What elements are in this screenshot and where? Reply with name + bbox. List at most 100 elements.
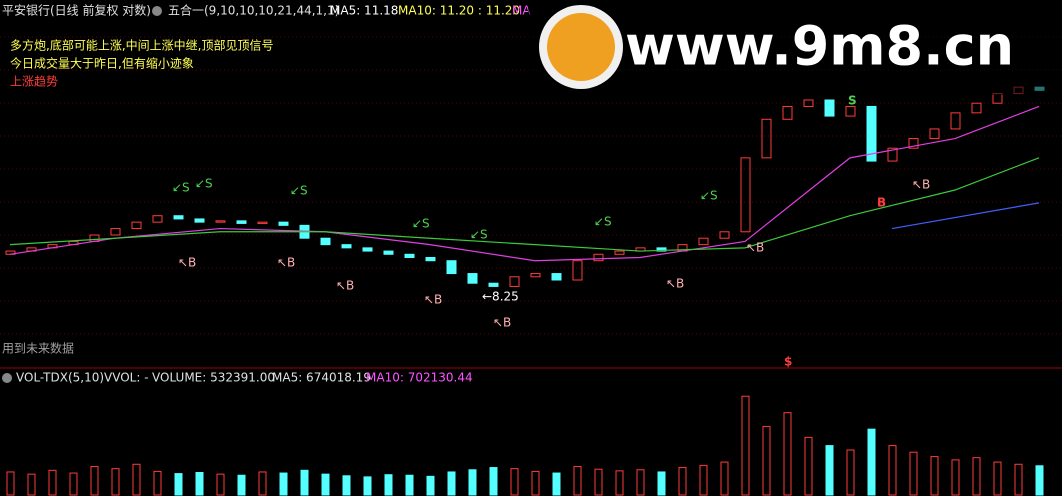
volume-bar <box>132 463 141 496</box>
signal-label: ↙S <box>195 177 213 191</box>
candle <box>719 231 730 239</box>
candle <box>173 215 184 220</box>
marks: ↙S ↙S ↙S ↙S ↙S ↙S ↙S S ↖B ↖B ↖B ↖B ↖B ↖B ↖B ↖B B ←8.25 <box>0 36 1062 496</box>
volume-bar <box>594 468 603 496</box>
signal-label: S <box>848 94 857 108</box>
candle <box>257 221 268 224</box>
candle <box>341 244 352 249</box>
ma10-label: MA10: 11.20 : 11.20 <box>398 4 520 18</box>
volume-bar <box>258 471 267 496</box>
signal-label: ↖B <box>912 178 930 192</box>
candle <box>446 260 457 275</box>
volume-bar <box>489 467 498 496</box>
volume-bar <box>720 461 729 496</box>
volume-bar <box>510 468 519 496</box>
volume-bar <box>951 459 960 496</box>
volume-bar <box>531 470 540 496</box>
volume-bar <box>321 473 330 496</box>
candle <box>320 237 331 246</box>
signal-label: ↖B <box>336 279 354 293</box>
candle <box>152 215 163 223</box>
volume-bar <box>405 474 414 496</box>
volume-bar <box>993 461 1002 496</box>
dollar-marker: $ <box>784 355 792 369</box>
candle <box>362 247 373 252</box>
signal-label: ↙S <box>290 184 308 198</box>
candle <box>950 112 961 130</box>
volume-bar <box>699 464 708 496</box>
candle <box>215 220 226 223</box>
signal-label: ↙S <box>412 217 430 231</box>
candle <box>467 273 478 284</box>
volume-bar <box>69 472 78 496</box>
candle <box>551 273 562 281</box>
volume-bar <box>972 457 981 496</box>
candle <box>866 105 877 162</box>
candle <box>572 260 583 281</box>
candle <box>530 273 541 278</box>
signal-label: ↖B <box>277 256 295 270</box>
volume-bar <box>804 436 813 496</box>
volume-bar <box>552 472 561 496</box>
candle <box>236 220 247 224</box>
volume-bar <box>846 449 855 496</box>
candle <box>383 250 394 255</box>
volume-bar <box>867 428 876 496</box>
volume-bar <box>825 445 834 496</box>
note: 今日成交量大于昨日,但有缩小迹象 <box>10 56 194 71</box>
volume-bar <box>426 475 435 496</box>
volume-bar <box>174 473 183 496</box>
low-price-label: ←8.25 <box>482 290 519 304</box>
volume-bar <box>636 469 645 496</box>
ma-line <box>891 202 1040 230</box>
candle <box>782 105 793 120</box>
volume-bar <box>615 470 624 496</box>
candle <box>110 228 121 236</box>
volume-bar <box>27 473 36 496</box>
signal-label: ↙S <box>172 181 190 195</box>
note: 上涨趋势 <box>10 74 58 89</box>
candle <box>194 218 205 223</box>
candle <box>278 221 289 226</box>
vvol-label: VVOL: - <box>104 371 149 385</box>
signal-label: ↖B <box>424 293 442 307</box>
menu-icon[interactable] <box>152 6 162 16</box>
candle <box>845 105 856 117</box>
candle <box>908 138 919 149</box>
candle <box>404 253 415 259</box>
candle <box>488 282 499 287</box>
volume-ma10: MA10: 702130.44 <box>366 371 473 385</box>
volume-bar <box>153 470 162 496</box>
volume-bar <box>888 445 897 496</box>
note: 多方炮,底部可能上涨,中间上涨中继,顶部见顶信号 <box>10 38 273 53</box>
candle <box>425 257 436 262</box>
signal-label: ↙S <box>594 215 612 229</box>
volume-bar <box>762 425 771 496</box>
volume-bar <box>447 471 456 496</box>
volume-bar <box>678 467 687 496</box>
volume-name: VOL-TDX(5,10) <box>16 371 104 385</box>
candle <box>593 253 604 262</box>
candle <box>929 128 940 140</box>
volume-bar <box>300 469 309 496</box>
volume-bar <box>741 395 750 496</box>
future-note: 用到未来数据 <box>2 341 74 356</box>
watermark: www.9m8.cn <box>528 0 1062 95</box>
volume-bar <box>237 474 246 496</box>
volume-bar <box>342 475 351 496</box>
volume-bar <box>657 471 666 496</box>
volume-bar <box>279 472 288 496</box>
volume-bar <box>930 456 939 496</box>
signal-label: ↖B <box>666 277 684 291</box>
candle <box>761 118 772 159</box>
volume-bar <box>384 474 393 496</box>
signal-label: ↙S <box>470 228 488 242</box>
volume-bar <box>111 468 120 496</box>
menu-icon[interactable] <box>2 373 12 383</box>
candle <box>971 102 982 114</box>
indicator-name: 五合一(9,10,10,10,21,44,1,1) <box>168 3 339 18</box>
ma-line <box>9 157 1040 252</box>
volume-ma5: MA5: 674018.19 <box>272 371 371 385</box>
candle <box>698 237 709 246</box>
